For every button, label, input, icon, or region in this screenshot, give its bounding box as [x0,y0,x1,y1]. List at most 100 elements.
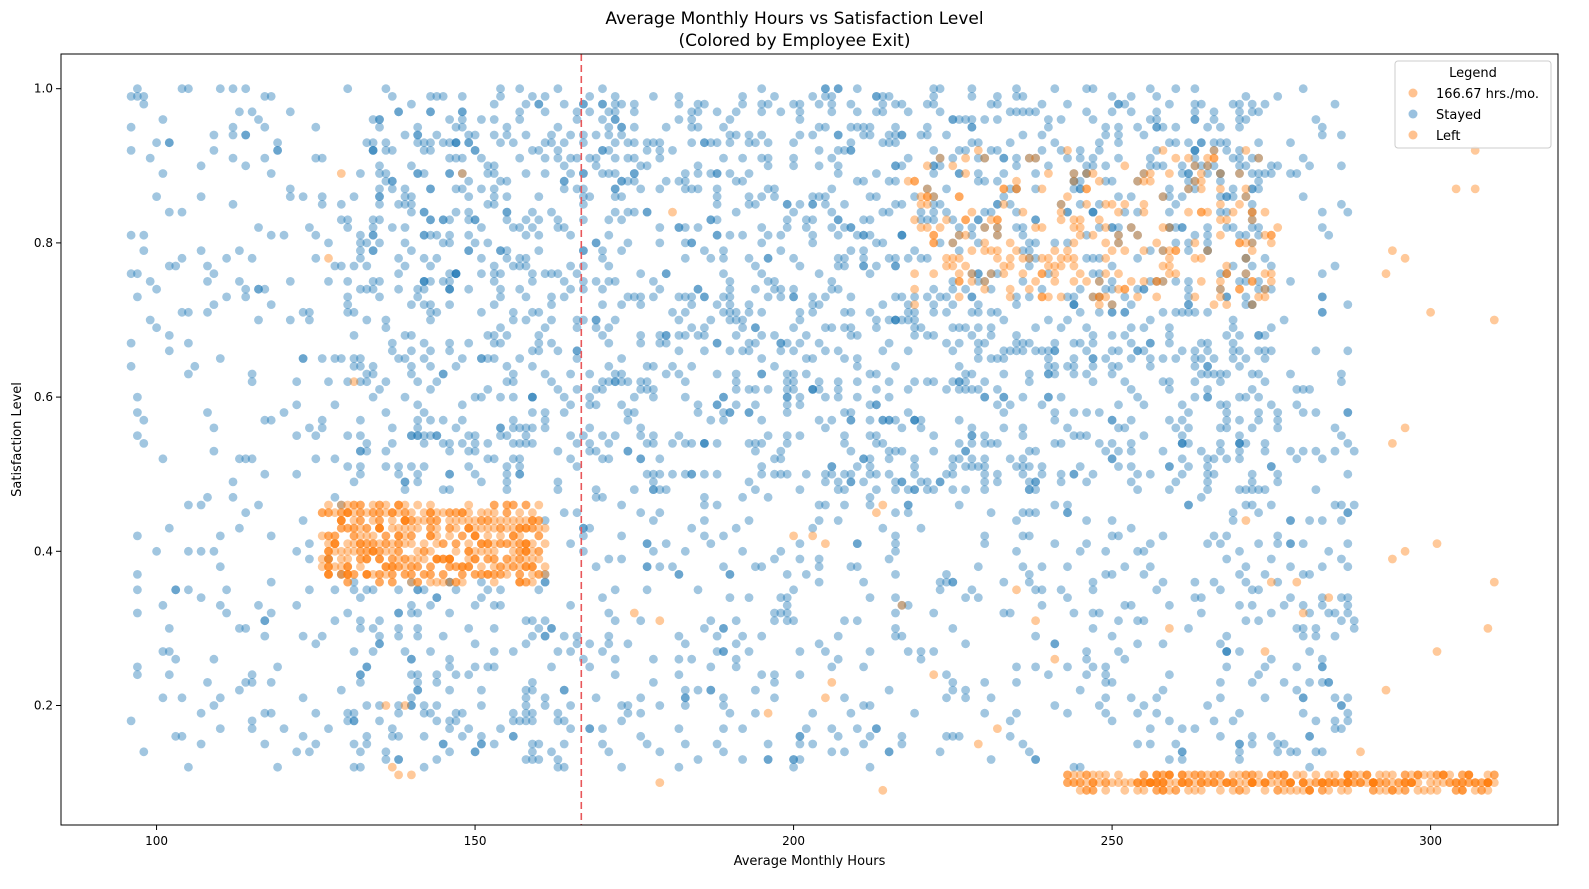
left-point [375,523,384,533]
stayed-point [203,277,212,286]
left-point [1139,770,1149,780]
left-point [508,554,518,564]
stayed-point [445,169,454,178]
left-point [464,523,474,533]
left-point [1165,770,1174,780]
stayed-point [789,153,798,163]
stayed-point [1018,338,1028,348]
left-point [1056,261,1066,271]
left-point [1114,269,1123,279]
stayed-point [763,138,773,148]
stayed-point [1024,477,1034,487]
stayed-point [1254,277,1263,286]
left-point [470,554,480,564]
left-point [534,546,544,556]
stayed-point [368,284,378,294]
stayed-point [1165,207,1174,217]
stayed-point [419,431,429,440]
stayed-point [317,415,327,425]
stayed-point [1152,107,1162,117]
stayed-point [1031,508,1040,518]
stayed-point [445,439,454,448]
stayed-point [852,331,862,340]
left-point [336,169,346,178]
stayed-point [508,708,518,718]
stayed-point [559,508,569,518]
stayed-point [629,107,639,117]
stayed-point [241,678,251,687]
stayed-point [903,253,913,263]
stayed-point [133,392,142,402]
stayed-point [158,693,168,703]
stayed-point [948,485,958,494]
stayed-point [1012,338,1021,348]
stayed-point [973,238,983,248]
stayed-point [407,577,416,587]
stayed-point [464,462,474,471]
left-point [464,554,474,564]
left-point [375,546,384,556]
left-point [1145,169,1155,178]
stayed-point [801,223,811,232]
left-point [1082,770,1091,780]
stayed-point [827,462,837,471]
stayed-point [795,485,805,494]
left-point [1356,778,1365,787]
left-point [1082,785,1091,795]
stayed-point [1133,230,1142,240]
stayed-point [840,439,849,448]
stayed-point [368,115,378,124]
stayed-point [674,654,684,664]
stayed-point [655,238,665,248]
chart-title: Average Monthly Hours vs Satisfaction Le… [605,9,983,29]
stayed-point [738,546,747,556]
left-point [1438,770,1448,780]
stayed-point [629,392,639,402]
stayed-point [897,292,907,302]
stayed-point [1190,377,1200,387]
stayed-point [451,153,461,163]
stayed-point [884,253,894,263]
stayed-point [419,277,429,286]
stayed-point [496,92,505,101]
stayed-point [782,570,792,579]
stayed-point [814,639,824,649]
stayed-point [1044,369,1053,379]
left-point [400,516,410,525]
left-point [502,539,512,548]
stayed-point [801,570,811,579]
stayed-point [610,192,620,202]
stayed-point [1165,462,1174,471]
stayed-point [878,99,888,109]
left-point [400,562,410,572]
stayed-point [999,408,1009,417]
stayed-point [298,192,308,202]
left-point [515,539,525,548]
stayed-point [1012,207,1021,217]
stayed-point [534,739,544,749]
stayed-point [591,400,601,410]
left-point [502,570,512,579]
left-point [1133,785,1142,795]
stayed-point [196,708,206,718]
stayed-point [916,130,926,140]
stayed-point [241,130,251,140]
stayed-point [1024,577,1034,587]
stayed-point [1107,415,1117,425]
stayed-point [973,346,983,356]
stayed-point [967,138,977,148]
stayed-point [719,292,728,302]
stayed-point [903,315,913,325]
stayed-point [642,161,652,171]
stayed-point [254,284,263,294]
stayed-point [731,331,741,340]
stayed-point [413,400,423,410]
stayed-point [133,431,142,440]
stayed-point [1031,215,1040,225]
stayed-point [1298,192,1308,202]
stayed-point [311,739,321,749]
stayed-point [419,277,429,286]
left-point [1031,616,1040,626]
stayed-point [942,292,951,302]
stayed-point [483,331,493,340]
